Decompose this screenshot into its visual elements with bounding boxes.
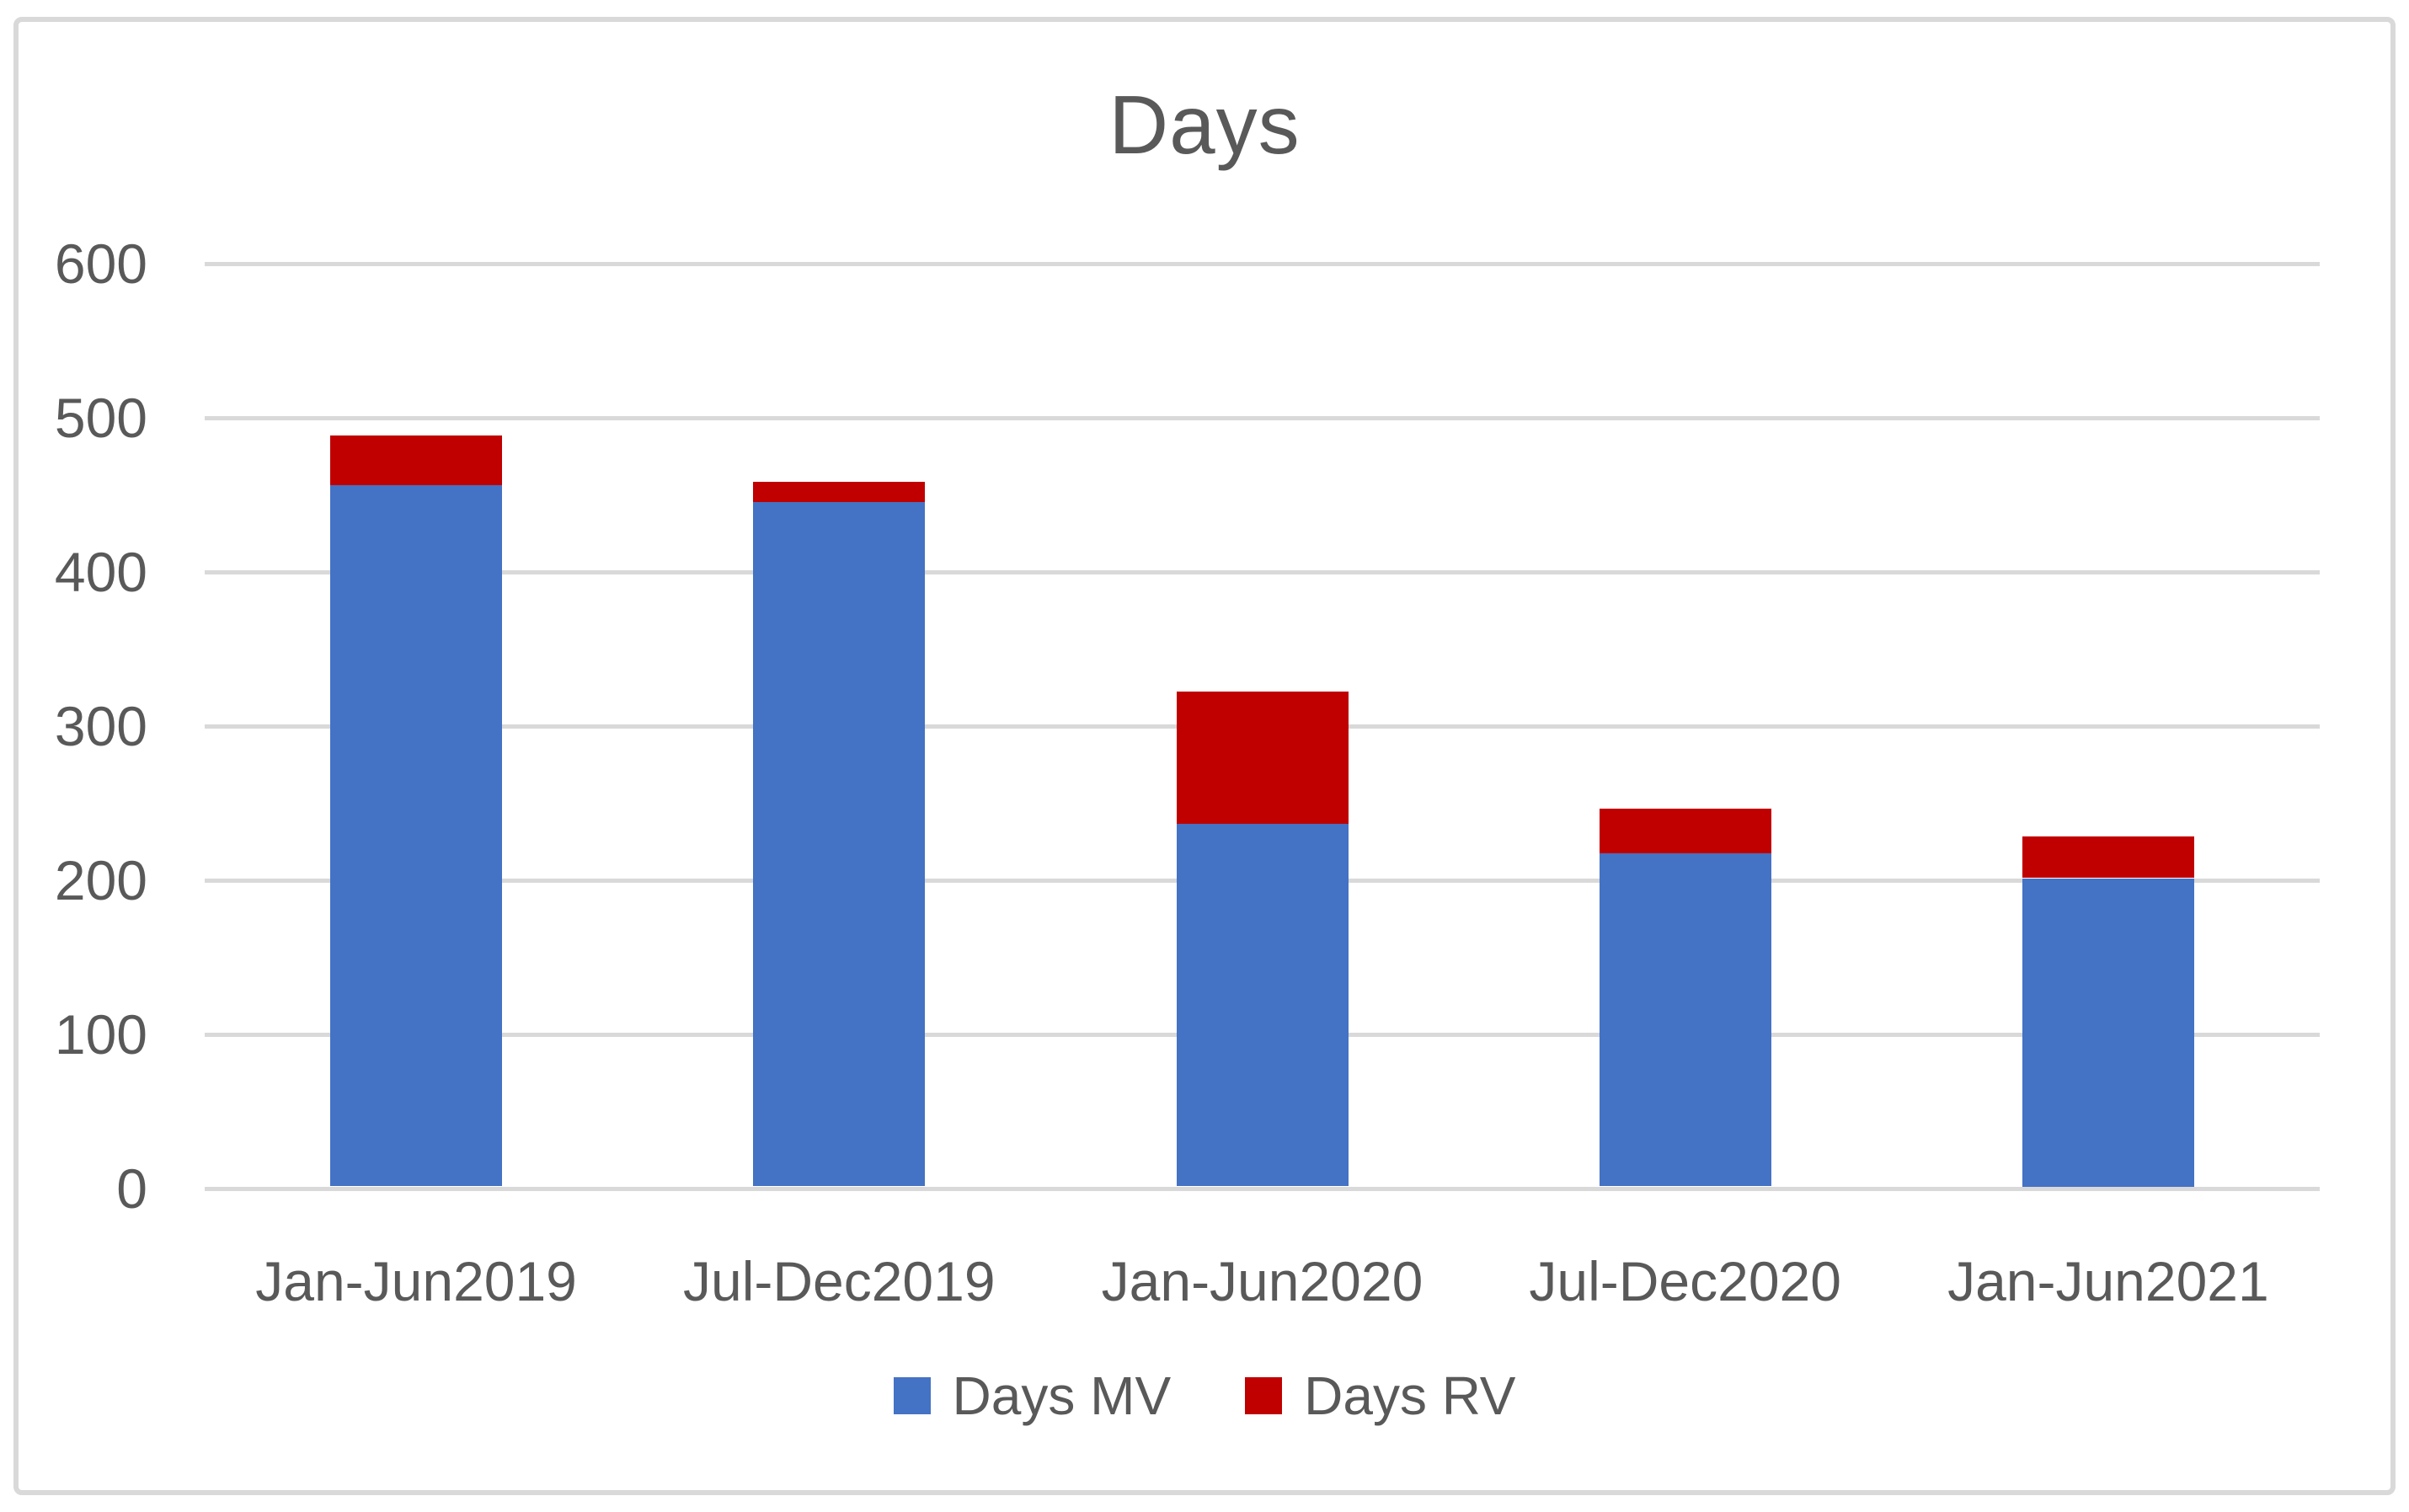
bar-segment-days-mv-jul-dec2020 [1599,853,1771,1187]
y-axis-label-300: 300 [54,695,147,757]
legend-item-days-rv: Days RV [1245,1365,1515,1427]
gridline-0 [205,1186,2320,1191]
bar-segment-days-rv-jul-dec2019 [753,482,926,502]
bar-segment-days-mv-jan-jun2021 [2022,878,2194,1187]
legend-swatch-days-mv-icon [893,1377,931,1414]
bar-segment-days-mv-jul-dec2019 [753,501,926,1187]
bar-segment-days-rv-jan-jun2020 [1176,692,1349,825]
y-axis-label-500: 500 [54,387,147,449]
x-axis-label-jan-jun2021: Jan-Jun2021 [1947,1250,2269,1312]
bar-segment-days-rv-jan-jun2019 [330,435,503,485]
y-axis-label-200: 200 [54,849,147,911]
legend-item-days-mv: Days MV [893,1365,1172,1427]
y-axis-label-400: 400 [54,541,147,603]
gridline-500 [205,415,2320,420]
x-axis-label-jul-dec2020: Jul-Dec2020 [1529,1250,1841,1312]
x-axis-label-jan-jun2019: Jan-Jun2019 [255,1250,577,1312]
bar-segment-days-mv-jan-jun2020 [1176,824,1349,1187]
chart-title: Days [1108,78,1301,171]
legend: Days MV Days RV [0,1365,2409,1427]
legend-label-days-mv: Days MV [952,1365,1172,1426]
bar-segment-days-rv-jan-jun2021 [2022,836,2194,879]
legend-label-days-rv: Days RV [1304,1365,1516,1426]
x-axis-label-jan-jun2020: Jan-Jun2020 [1101,1250,1424,1312]
y-axis-label-0: 0 [116,1157,147,1220]
legend-swatch-days-rv-icon [1245,1377,1283,1414]
gridline-600 [205,261,2320,266]
x-axis-label-jul-dec2019: Jul-Dec2019 [683,1250,996,1312]
gridline-400 [205,569,2320,574]
y-axis-label-600: 600 [54,232,147,295]
bar-segment-days-mv-jan-jun2019 [330,484,503,1187]
bar-segment-days-rv-jul-dec2020 [1599,809,1771,854]
y-axis-label-100: 100 [54,1003,147,1066]
